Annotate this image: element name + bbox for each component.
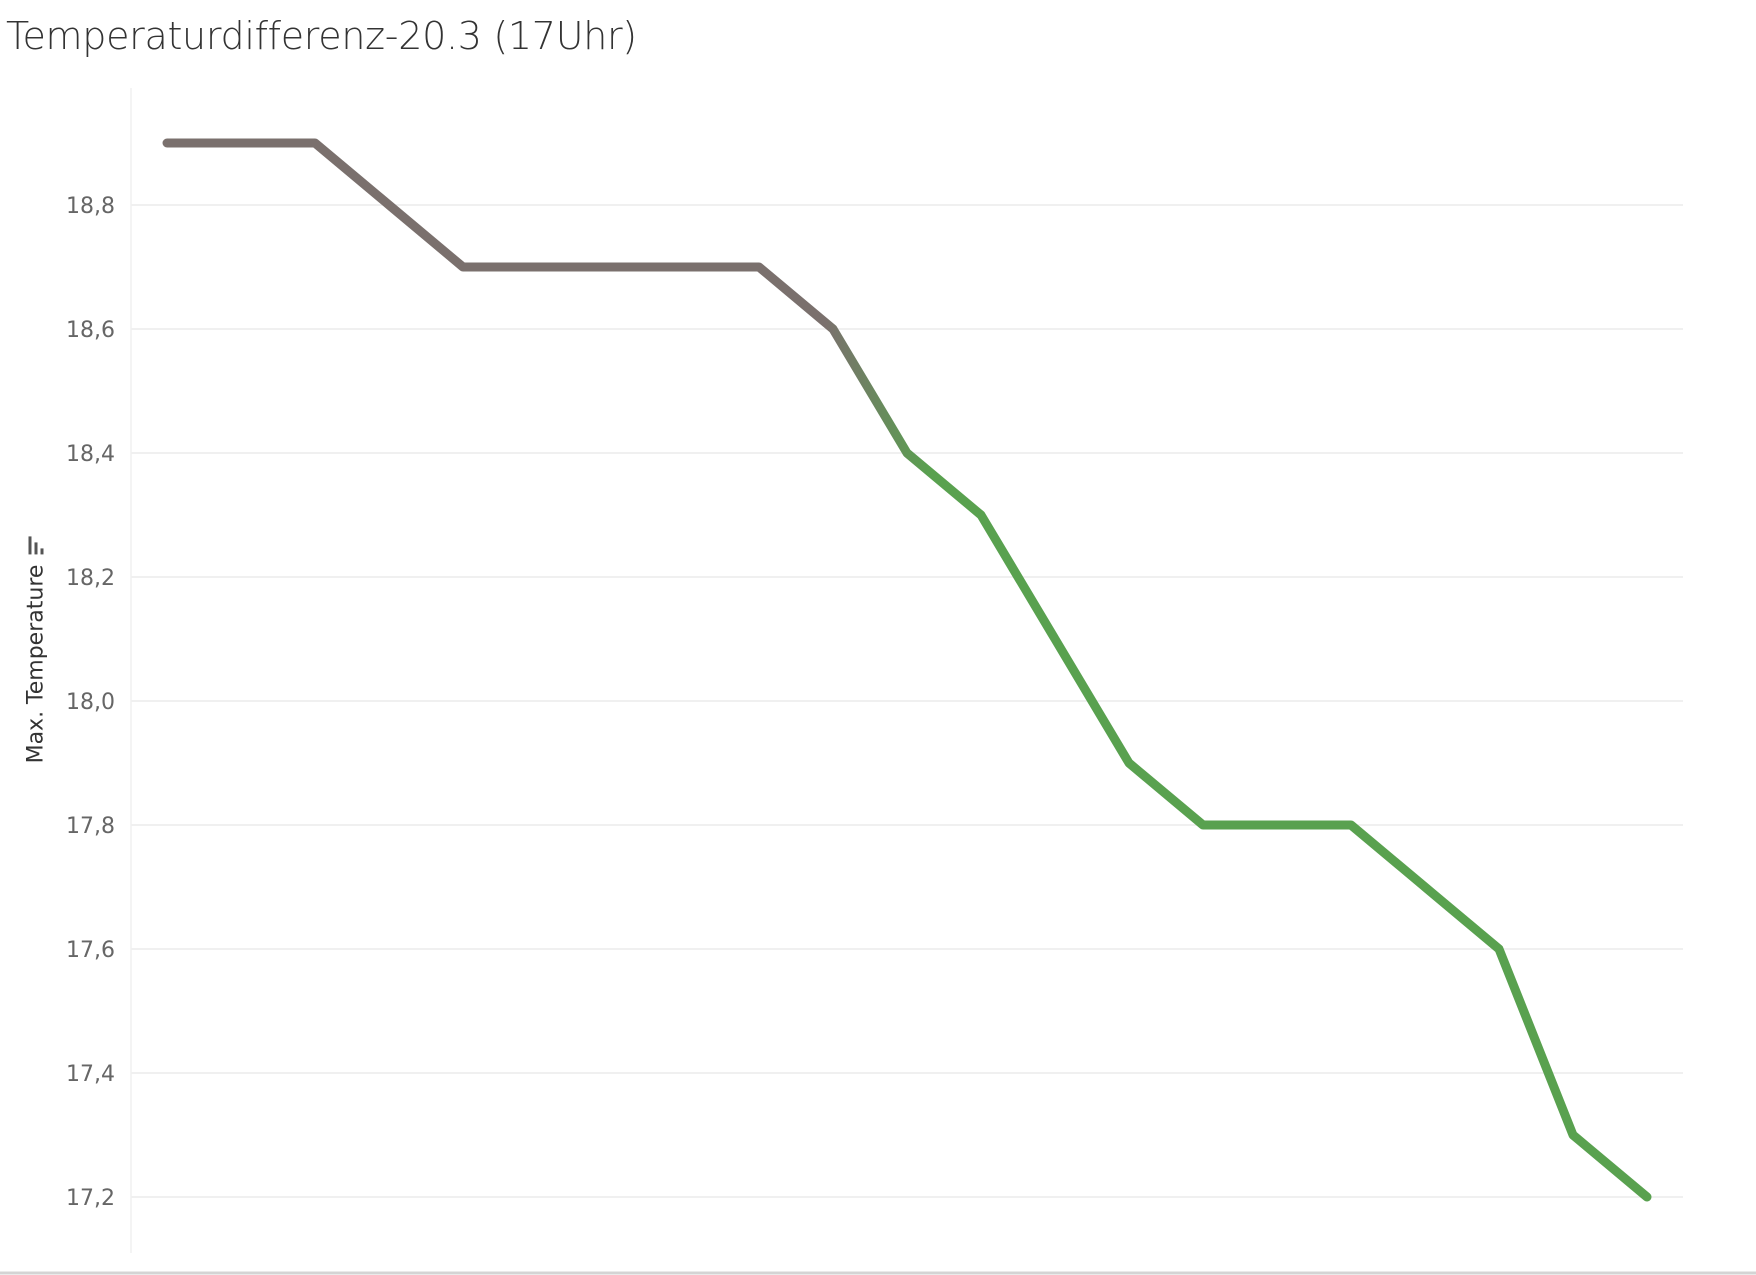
data-point[interactable] — [1125, 759, 1133, 767]
data-point[interactable] — [237, 139, 245, 147]
data-point[interactable] — [1569, 1131, 1577, 1139]
data-point[interactable] — [681, 263, 689, 271]
y-tick-label: 18,2 — [66, 566, 115, 591]
data-point[interactable] — [1273, 821, 1281, 829]
data-point[interactable] — [1643, 1193, 1651, 1201]
data-point[interactable] — [607, 263, 615, 271]
y-tick-label: 18,4 — [66, 442, 115, 467]
series-line-group — [162, 138, 1652, 1202]
y-tick-label: 17,2 — [66, 1186, 115, 1211]
y-tick-label: 17,4 — [66, 1062, 115, 1087]
data-point[interactable] — [755, 263, 763, 271]
y-tick-labels: 17,2 17,4 17,6 17,8 18,0 18,2 18,4 18,6 18,8 — [66, 194, 115, 1211]
y-tick-label: 18,0 — [66, 690, 115, 715]
data-point[interactable] — [1421, 883, 1429, 891]
gridlines — [131, 204, 1683, 1198]
data-point[interactable] — [311, 139, 319, 147]
data-point[interactable] — [829, 325, 837, 333]
series-line[interactable] — [162, 138, 1652, 1202]
data-point[interactable] — [903, 449, 911, 457]
axes — [0, 88, 1756, 1275]
data-point[interactable] — [1199, 821, 1207, 829]
y-tick-label: 17,6 — [66, 938, 115, 963]
y-tick-label: 18,8 — [66, 194, 115, 219]
y-tick-label: 17,8 — [66, 814, 115, 839]
data-point[interactable] — [1347, 821, 1355, 829]
data-point[interactable] — [1051, 635, 1059, 643]
data-point[interactable] — [459, 263, 467, 271]
data-point[interactable] — [533, 263, 541, 271]
data-point[interactable] — [977, 511, 985, 519]
data-point[interactable] — [163, 139, 171, 147]
data-point[interactable] — [1495, 945, 1503, 953]
y-tick-label: 18,6 — [66, 318, 115, 343]
chart-title: Temperaturdifferenz-20.3 (17Uhr) — [6, 14, 637, 58]
data-point[interactable] — [385, 201, 393, 209]
